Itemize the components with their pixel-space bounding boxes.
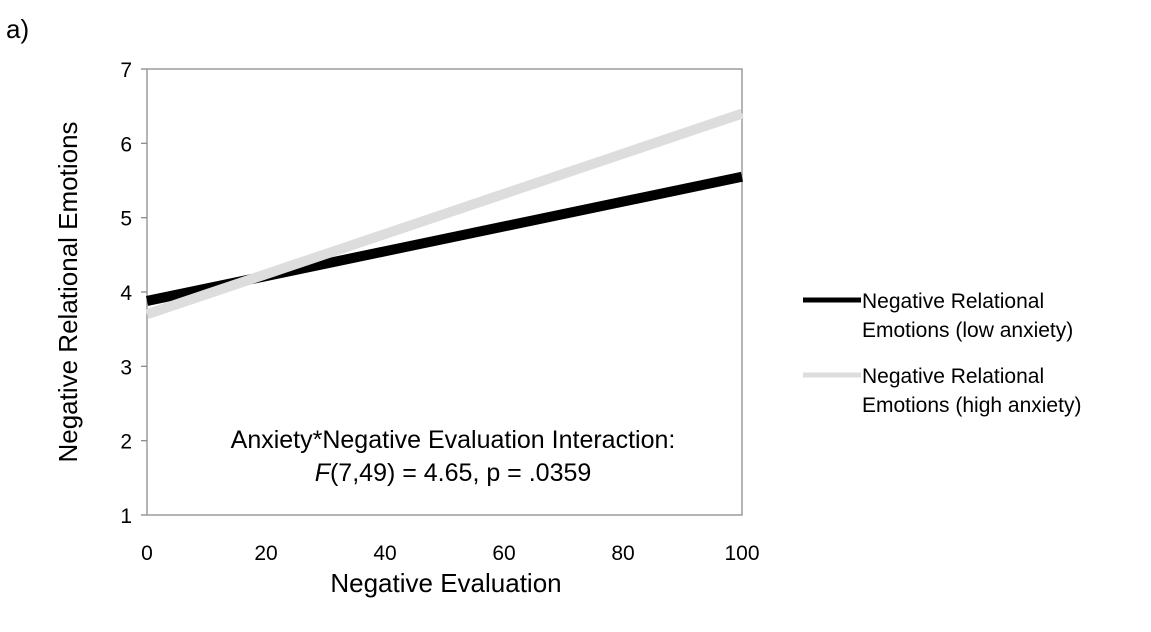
series-lines [145, 108, 744, 320]
y-axis: 1 2 3 4 5 6 7 [120, 59, 147, 528]
legend-label-line: Negative Relational [862, 290, 1044, 313]
legend: Negative Relational Emotions (low anxiety… [803, 290, 1081, 417]
y-tick-label: 7 [120, 59, 132, 82]
panel-label: a) [6, 14, 29, 44]
y-tick-label: 6 [120, 133, 132, 156]
x-tick-label: 80 [611, 542, 634, 565]
annotation-line-1: Anxiety*Negative Evaluation Interaction: [231, 426, 676, 454]
x-tick-label: 20 [254, 542, 277, 565]
x-tick-label: 100 [724, 542, 759, 565]
annotation-stat: (7,49) = 4.65, p = .0359 [330, 459, 591, 487]
legend-label-line: Emotions (low anxiety) [862, 319, 1073, 342]
y-tick-label: 2 [120, 431, 132, 454]
x-tick-label: 0 [141, 542, 153, 565]
legend-label-line: Negative Relational [862, 365, 1044, 388]
y-tick-label: 1 [120, 505, 132, 528]
y-tick-label: 4 [120, 282, 132, 305]
legend-label-high-anxiety: Negative Relational Emotions (high anxiet… [862, 365, 1081, 417]
x-tick-label: 40 [373, 542, 396, 565]
legend-label-low-anxiety: Negative Relational Emotions (low anxiety… [862, 290, 1073, 342]
x-axis-title: Negative Evaluation [330, 568, 561, 598]
annotation-line-2: F(7,49) = 4.65, p = .0359 [315, 459, 592, 487]
y-tick-label: 5 [120, 208, 132, 231]
y-tick-label: 3 [120, 356, 132, 379]
series-line-high-anxiety [145, 108, 744, 320]
x-tick-label: 60 [492, 542, 515, 565]
y-axis-title: Negative Relational Emotions [53, 121, 83, 462]
x-axis: 0 20 40 60 80 100 [141, 542, 759, 565]
annotation-f-italic: F [315, 459, 332, 487]
legend-label-line: Emotions (high anxiety) [862, 394, 1081, 417]
